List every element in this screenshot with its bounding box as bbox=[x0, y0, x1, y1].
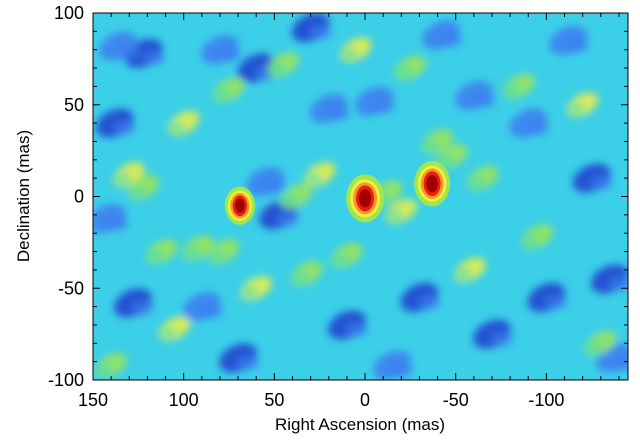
noise-high-patch bbox=[147, 249, 164, 262]
y-tick-label: 0 bbox=[74, 187, 84, 207]
noise-high-patch bbox=[568, 102, 585, 115]
noise-high-patch bbox=[115, 172, 132, 185]
noise-low-patch bbox=[117, 44, 140, 59]
noise-low-patch bbox=[200, 304, 223, 319]
noise-low-patch bbox=[142, 51, 165, 66]
heatmap-noise bbox=[93, 13, 628, 380]
noise-low-patch bbox=[113, 121, 136, 136]
noise-low-patch bbox=[590, 176, 613, 191]
noise-low-patch bbox=[237, 355, 260, 370]
noise-high-patch bbox=[242, 286, 259, 299]
noise-low-patch bbox=[218, 47, 241, 62]
noise-high-patch bbox=[438, 154, 455, 167]
noise-low-patch bbox=[264, 179, 287, 194]
noise-high-patch bbox=[269, 62, 286, 75]
y-tick-label: 100 bbox=[54, 3, 84, 23]
noise-high-patch bbox=[396, 66, 413, 79]
x-tick-label: -50 bbox=[443, 390, 469, 410]
noise-low-patch bbox=[440, 33, 463, 48]
noise-low-patch bbox=[131, 300, 154, 315]
noise-high-patch bbox=[456, 267, 473, 280]
noise-high-patch bbox=[129, 185, 146, 198]
noise-high-patch bbox=[468, 176, 485, 189]
y-tick-label: -50 bbox=[58, 278, 84, 298]
noise-low-patch bbox=[472, 93, 495, 108]
noise-high-patch bbox=[341, 47, 358, 60]
noise-low-patch bbox=[608, 277, 628, 292]
noise-low-patch bbox=[106, 216, 129, 231]
y-tick-label: 50 bbox=[64, 95, 84, 115]
noise-low-patch bbox=[309, 25, 332, 40]
x-axis-title: Right Ascension (mas) bbox=[275, 415, 445, 434]
noise-high-patch bbox=[586, 341, 603, 354]
y-tick-label: -100 bbox=[48, 370, 84, 390]
y-axis-title: Declination (mas) bbox=[14, 130, 33, 262]
noise-high-patch bbox=[160, 326, 177, 339]
noise-high-patch bbox=[305, 172, 322, 185]
noise-low-patch bbox=[527, 121, 550, 136]
noise-low-patch bbox=[545, 295, 568, 310]
noise-high-patch bbox=[505, 84, 522, 97]
noise-high-patch bbox=[184, 245, 201, 258]
noise-low-patch bbox=[327, 106, 350, 121]
noise-high-patch bbox=[423, 139, 440, 152]
noise-low-patch bbox=[614, 355, 628, 370]
noise-high-patch bbox=[282, 194, 299, 207]
x-tick-label: 50 bbox=[264, 390, 284, 410]
noise-high-patch bbox=[215, 88, 232, 101]
y-axis: 100 50 0 -50 -100 bbox=[48, 3, 628, 390]
source-peak bbox=[235, 198, 245, 213]
x-tick-label: 150 bbox=[78, 390, 108, 410]
noise-high-patch bbox=[332, 253, 349, 266]
heatmap-sources bbox=[224, 160, 451, 225]
noise-low-patch bbox=[490, 332, 513, 347]
source-peak bbox=[359, 189, 372, 208]
noise-high-patch bbox=[209, 249, 226, 262]
noise-low-patch bbox=[418, 295, 441, 310]
plot-area bbox=[93, 13, 628, 380]
x-tick-label: 0 bbox=[360, 390, 370, 410]
noise-low-patch bbox=[391, 363, 414, 378]
x-tick-label: -100 bbox=[528, 390, 564, 410]
noise-low-patch bbox=[567, 38, 590, 53]
noise-high-patch bbox=[387, 209, 404, 222]
x-tick-label: 100 bbox=[169, 390, 199, 410]
noise-high-patch bbox=[293, 271, 309, 284]
noise-high-patch bbox=[97, 363, 114, 376]
x-axis: 150 100 50 0 -50 -100 bbox=[78, 13, 620, 410]
noise-low-patch bbox=[345, 322, 368, 337]
noise-low-patch bbox=[276, 212, 299, 227]
noise-low-patch bbox=[373, 99, 396, 114]
noise-high-patch bbox=[169, 121, 186, 134]
noise-high-patch bbox=[523, 234, 540, 247]
source-peak bbox=[426, 175, 438, 193]
